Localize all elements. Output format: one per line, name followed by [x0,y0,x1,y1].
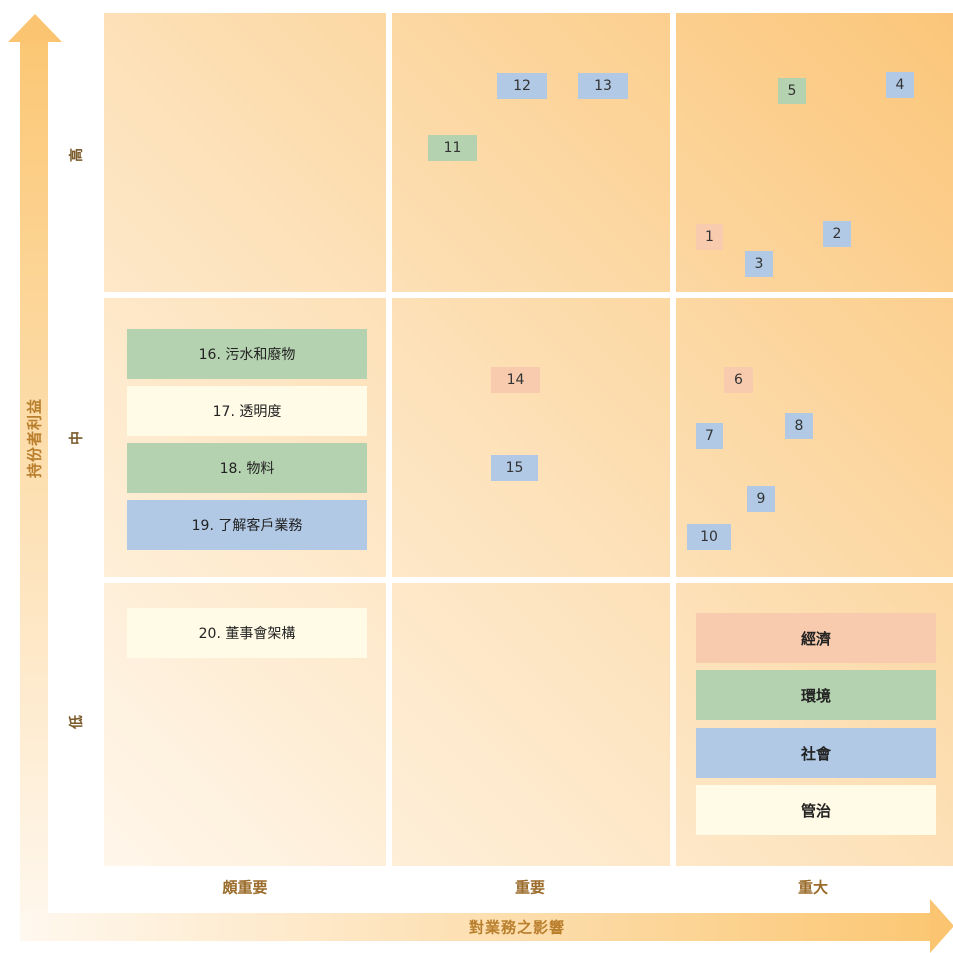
legend-item-governance: 管治 [696,785,936,835]
issue-box: 20. 董事會架構 [127,608,367,658]
grid-divider [386,13,392,866]
x-axis-arrowhead [930,899,953,953]
row-label-medium: 中 [69,431,85,445]
issue-point: 1 [696,224,723,250]
y-axis-arrow [20,40,48,936]
issue-point: 3 [745,251,773,277]
column-label-important: 重要 [514,878,546,897]
issue-point: 12 [497,73,547,99]
issue-point: 11 [428,135,477,161]
grid-divider [670,13,676,866]
legend-item-environmental: 環境 [696,670,936,720]
issue-point: 14 [491,367,540,393]
legend-item-social: 社會 [696,728,936,778]
issue-point: 2 [823,221,851,247]
issue-box: 16. 污水和廢物 [127,329,367,379]
issue-point: 7 [696,423,723,449]
issue-box: 18. 物料 [127,443,367,493]
y-axis-title: 持份者利益 [25,397,44,479]
x-axis-title: 對業務之影響 [468,918,566,937]
issue-point: 4 [886,72,914,98]
column-label-material: 重大 [797,878,829,897]
grid-divider [104,292,953,298]
row-label-low: 低 [69,715,85,729]
legend-item-economic: 經濟 [696,613,936,663]
issue-box: 17. 透明度 [127,386,367,436]
row-label-high: 高 [69,148,85,162]
issue-point: 9 [747,486,775,512]
materiality-matrix [104,13,953,866]
x-axis-arrow [20,913,932,941]
issue-point: 13 [578,73,628,99]
issue-point: 5 [778,78,806,104]
column-label-fairly-important: 頗重要 [222,878,268,897]
issue-point: 10 [687,524,731,550]
issue-box: 19. 了解客戶業務 [127,500,367,550]
issue-point: 15 [491,455,538,481]
y-axis-arrowhead [8,14,62,42]
issue-point: 6 [724,367,753,393]
grid-divider [104,577,953,583]
issue-point: 8 [785,413,813,439]
